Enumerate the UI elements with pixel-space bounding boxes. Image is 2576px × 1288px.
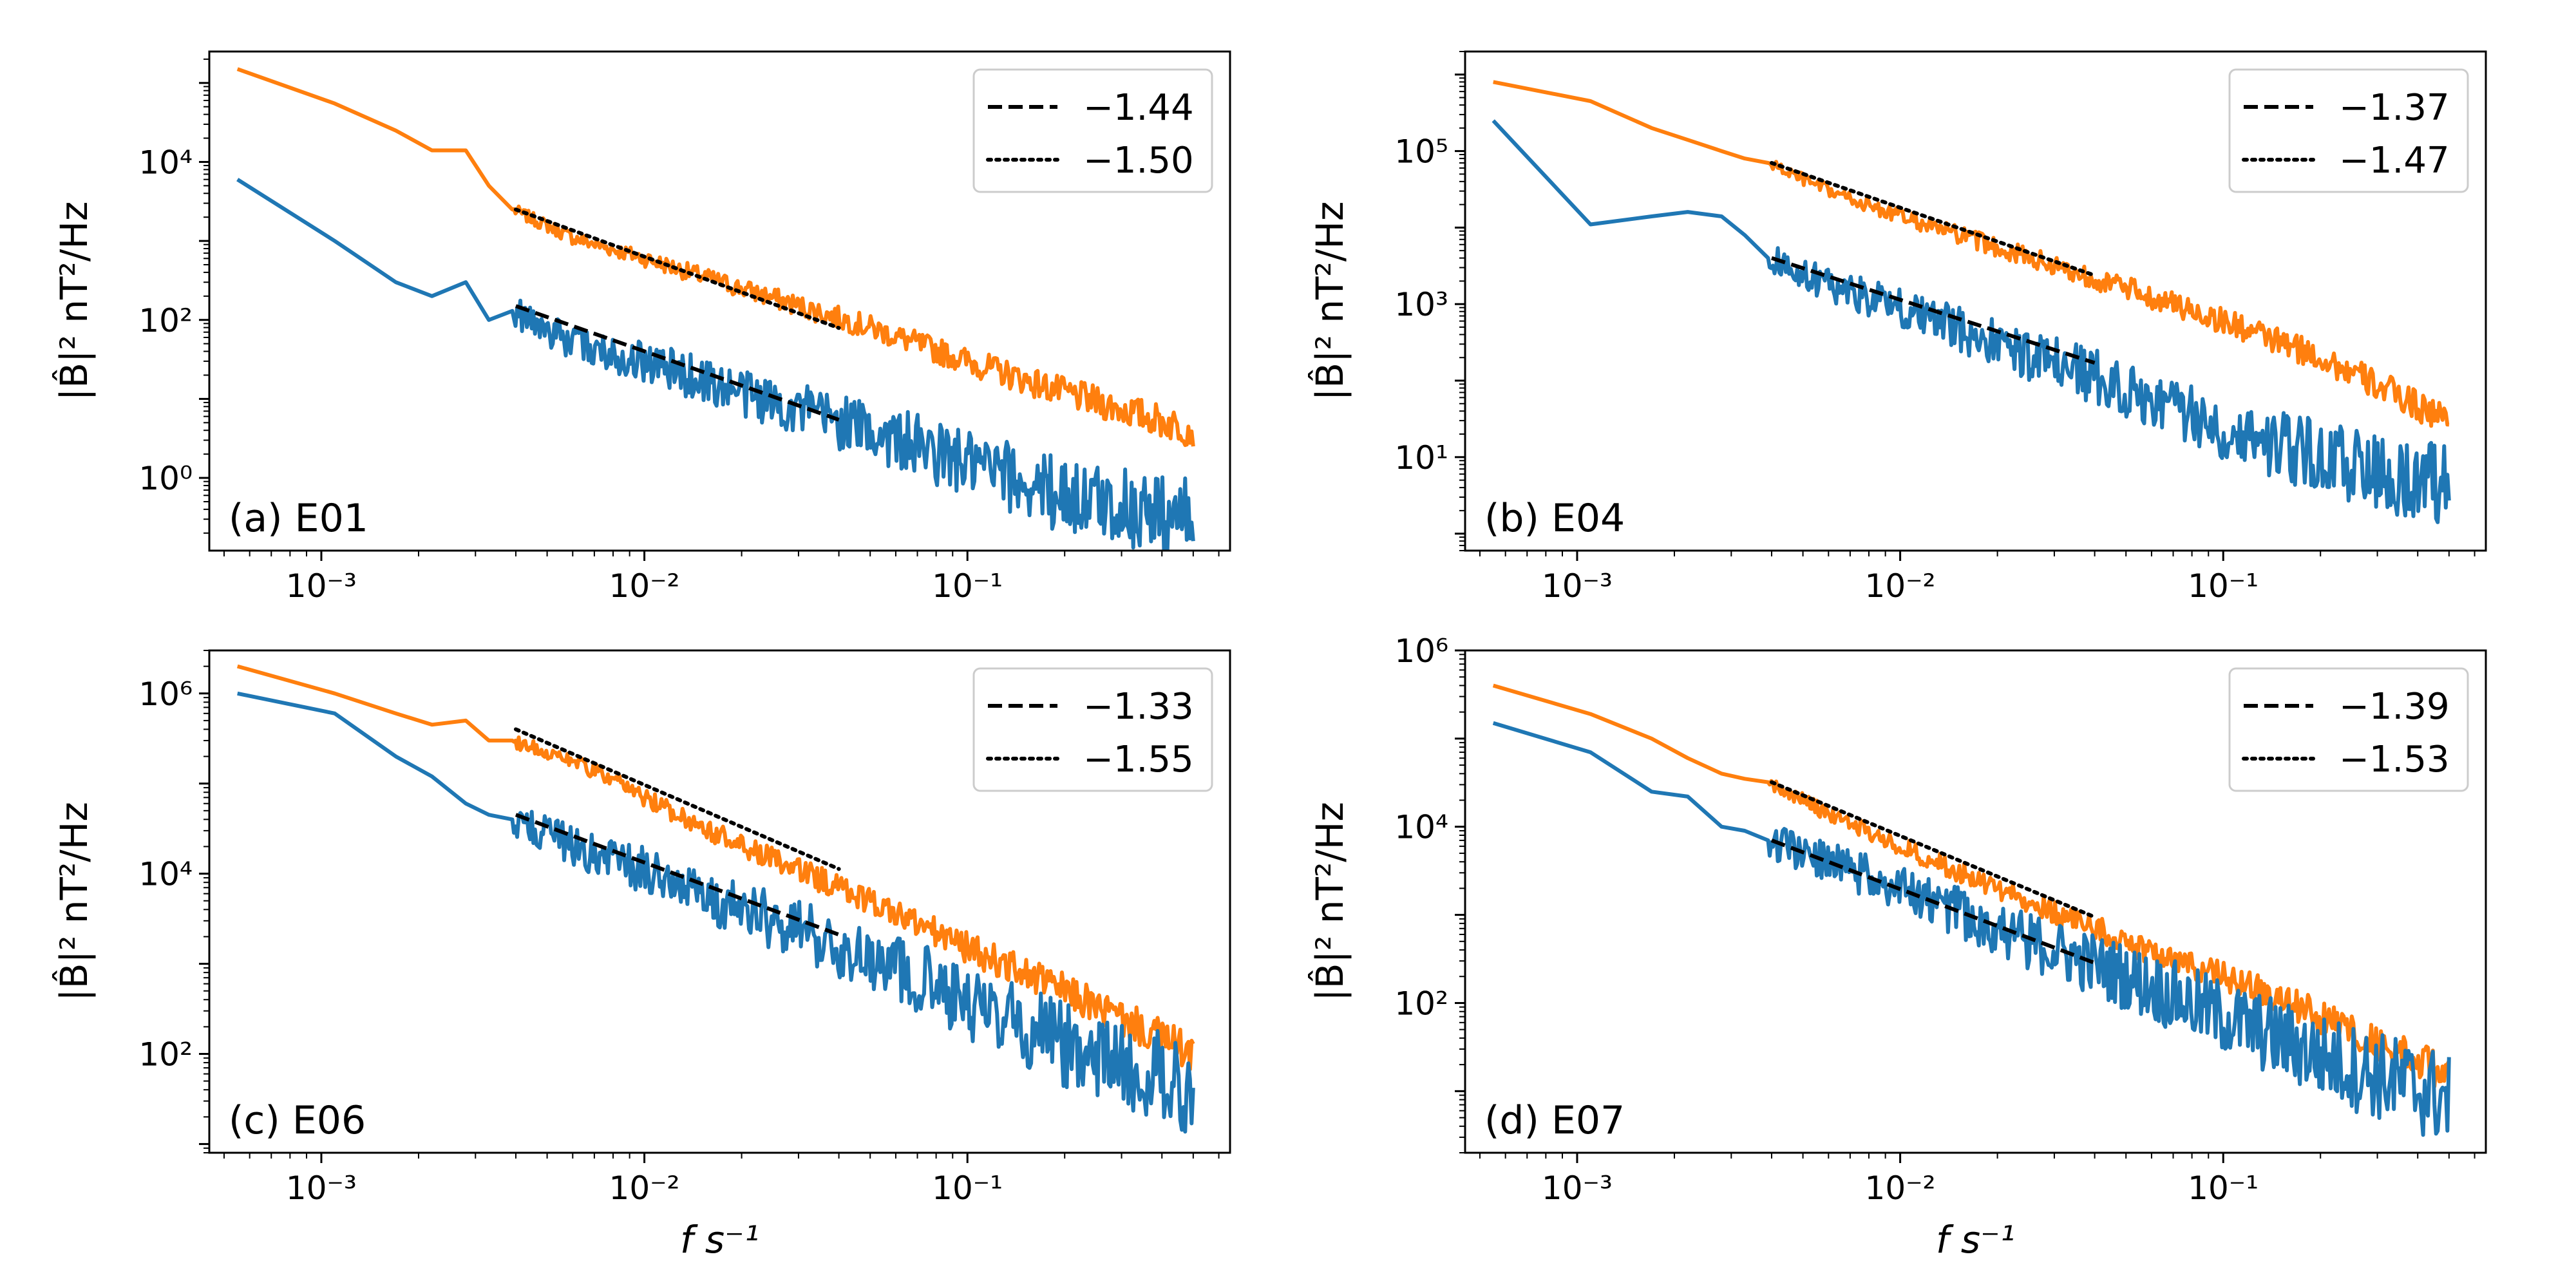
y-tick-label: 10² bbox=[138, 302, 193, 339]
x-tick-label: 10⁻² bbox=[1865, 1170, 1936, 1207]
y-tick-label: 10⁵ bbox=[1394, 133, 1448, 171]
axes-frame bbox=[1464, 649, 2487, 1154]
x-tick-label: 10⁻³ bbox=[1542, 1170, 1613, 1207]
y-axis-label: |B̂|² nT²/Hz bbox=[52, 202, 96, 401]
panel-3: 10⁻³ 10⁻² 10⁻¹ 10² 10⁴ 10⁶ −1.33 −1.55 (c) E06 |B… bbox=[52, 649, 1231, 1262]
fit-line-dashed bbox=[1771, 256, 2096, 365]
panel-4: 10⁻³ 10⁻² 10⁻¹ 10² 10⁴ 10⁶ −1.39 −1.53 (d) E07 |B… bbox=[1307, 632, 2487, 1262]
y-tick-label: 10⁴ bbox=[1394, 809, 1448, 846]
y-axis-label: |B̂|² nT²/Hz bbox=[52, 802, 96, 1001]
series-line-lower bbox=[1492, 119, 2451, 524]
y-axis-label: |B̂|² nT²/Hz bbox=[1307, 202, 1352, 401]
series-line-upper bbox=[236, 67, 1195, 448]
x-tick-label: 10⁻¹ bbox=[932, 567, 1003, 605]
legend-label: −1.50 bbox=[1083, 140, 1194, 182]
panel-label: (a) E01 bbox=[229, 496, 368, 541]
axes-frame bbox=[208, 50, 1231, 552]
y-tick-label: 10² bbox=[138, 1036, 193, 1074]
fit-line-dotted bbox=[1769, 780, 2097, 920]
panels: 10⁻³ 10⁻² 10⁻¹ 10⁰ 10² 10⁴ −1.44 −1.50 (a) E01 |B… bbox=[52, 50, 2487, 1262]
x-axis-label: f s⁻¹ bbox=[680, 1218, 759, 1262]
legend-label: −1.33 bbox=[1083, 686, 1194, 728]
axes-frame bbox=[1464, 50, 2487, 552]
y-tick-label: 10⁴ bbox=[138, 144, 193, 181]
x-tick-label: 10⁻¹ bbox=[932, 1170, 1003, 1207]
panel-1: 10⁻³ 10⁻² 10⁻¹ 10⁰ 10² 10⁴ −1.44 −1.50 (a) E01 |B… bbox=[52, 50, 1231, 605]
y-tick-label: 10¹ bbox=[1394, 439, 1448, 477]
legend-label: −1.53 bbox=[2339, 739, 2450, 781]
y-tick-label: 10² bbox=[1394, 985, 1448, 1022]
y-tick-label: 10⁶ bbox=[138, 676, 193, 713]
legend-label: −1.47 bbox=[2339, 140, 2450, 182]
legend-label: −1.39 bbox=[2339, 686, 2450, 728]
legend-label: −1.55 bbox=[1083, 739, 1194, 781]
x-tick-label: 10⁻¹ bbox=[2188, 1170, 2259, 1207]
series-line-upper bbox=[1492, 683, 2451, 1088]
fit-line-dotted bbox=[513, 207, 841, 330]
legend-label: −1.37 bbox=[2339, 87, 2450, 129]
x-tick-label: 10⁻² bbox=[609, 567, 680, 605]
panel-label: (b) E04 bbox=[1484, 496, 1625, 541]
x-tick-label: 10⁻³ bbox=[286, 1170, 357, 1207]
fit-line-dashed bbox=[1770, 838, 2096, 965]
y-tick-label: 10⁶ bbox=[1394, 632, 1448, 670]
x-tick-label: 10⁻² bbox=[1865, 567, 1936, 605]
fit-line-dashed bbox=[515, 813, 840, 937]
fit-line-dotted bbox=[513, 727, 841, 871]
fit-line-dotted bbox=[1769, 160, 2097, 278]
y-tick-label: 10³ bbox=[1394, 286, 1448, 323]
x-axis-label: f s⁻¹ bbox=[1936, 1218, 2015, 1262]
x-tick-label: 10⁻³ bbox=[1542, 567, 1613, 605]
y-axis-label: |B̂|² nT²/Hz bbox=[1307, 802, 1352, 1001]
panel-label: (c) E06 bbox=[229, 1098, 366, 1143]
series-line-lower bbox=[1492, 721, 2451, 1137]
series-line-lower bbox=[236, 178, 1195, 551]
x-tick-label: 10⁻² bbox=[609, 1170, 680, 1207]
panel-2: 10⁻³ 10⁻² 10⁻¹ 10¹ 10³ 10⁵ −1.37 −1.47 (b) E04 |B… bbox=[1307, 50, 2487, 605]
panel-label: (d) E07 bbox=[1484, 1098, 1625, 1143]
series-line-upper bbox=[236, 664, 1195, 1072]
y-tick-label: 10⁴ bbox=[138, 856, 193, 893]
axes-frame bbox=[208, 649, 1231, 1154]
fit-line-dashed bbox=[515, 304, 840, 422]
series-line-upper bbox=[1493, 80, 2450, 428]
legend-label: −1.44 bbox=[1083, 87, 1194, 129]
x-tick-label: 10⁻¹ bbox=[2188, 567, 2259, 605]
y-tick-label: 10⁰ bbox=[138, 460, 193, 497]
x-tick-label: 10⁻³ bbox=[286, 567, 357, 605]
